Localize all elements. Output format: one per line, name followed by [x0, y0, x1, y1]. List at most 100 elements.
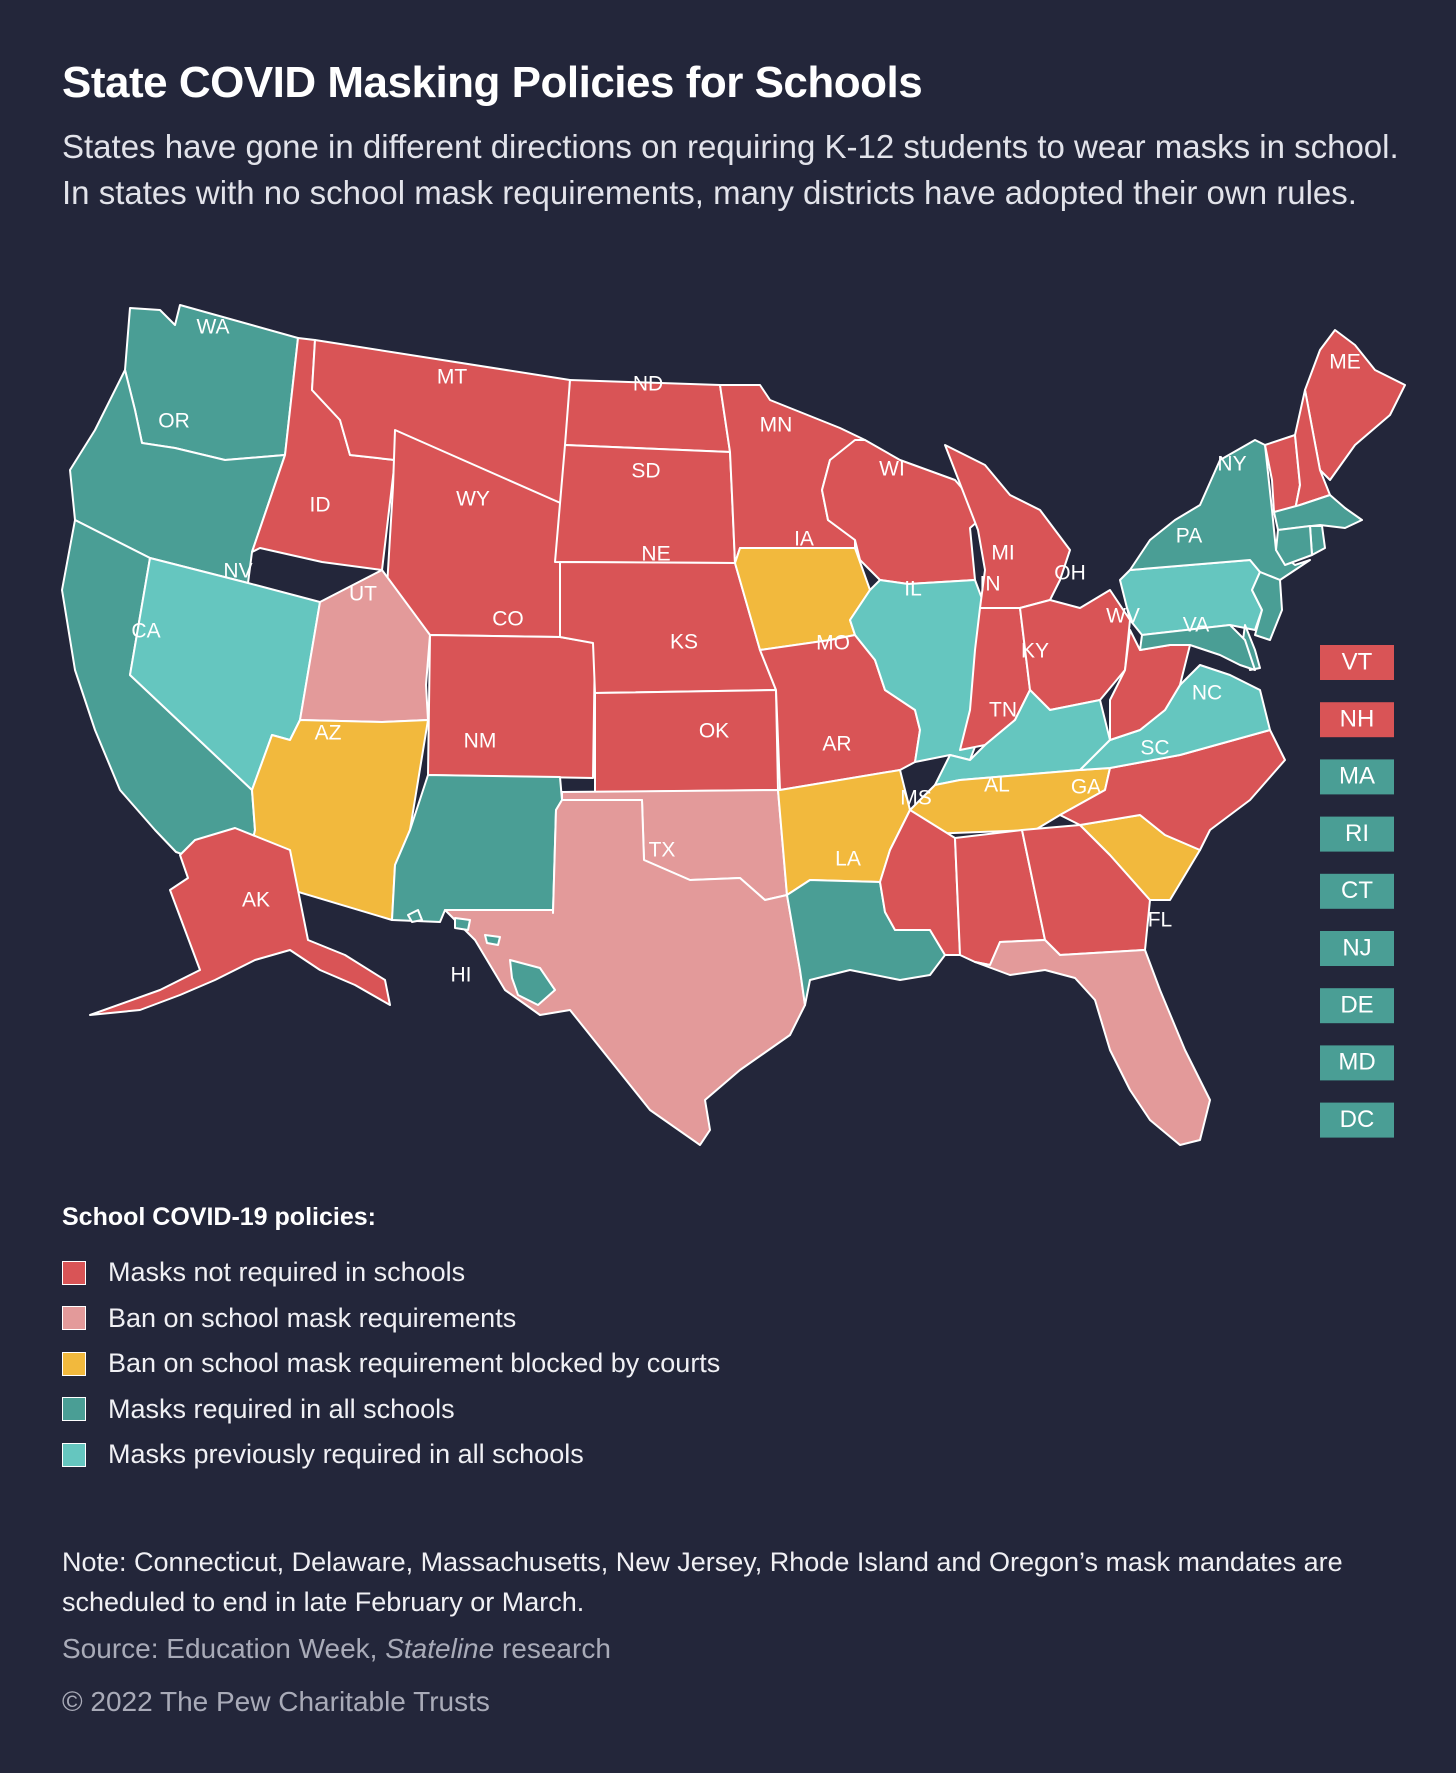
state-nm [391, 774, 563, 923]
state-label-hi: HI [451, 964, 472, 987]
state-label-wi: WI [879, 458, 905, 481]
note: Note: Connecticut, Delaware, Massachuset… [62, 1547, 1343, 1617]
state-label-nm: NM [464, 730, 497, 753]
state-hi [407, 909, 556, 1006]
state-label-sd: SD [631, 460, 660, 483]
small-state-label-de: DE [1340, 992, 1373, 1019]
legend-item-not-required: Masks not required in schools [62, 1250, 720, 1296]
state-label-pa: PA [1176, 525, 1202, 548]
state-label-ut: UT [349, 583, 377, 606]
small-state-label-md: MD [1338, 1049, 1375, 1076]
small-state-box-de [1320, 988, 1394, 1024]
small-state-label-nj: NJ [1342, 934, 1371, 961]
legend-label: Ban on school mask requirements [108, 1302, 517, 1333]
legend-swatch [62, 1397, 86, 1422]
legend-item-required: Masks required in all schools [62, 1387, 720, 1433]
source-line: Source: Education Week, Stateline resear… [62, 1633, 611, 1665]
source-suffix: research [494, 1633, 611, 1664]
state-label-id: ID [310, 494, 331, 517]
small-state-box-md [1320, 1045, 1394, 1081]
state-label-ky: KY [1021, 640, 1049, 663]
state-label-la: LA [835, 848, 861, 871]
state-label-mi: MI [991, 542, 1014, 565]
state-co [427, 634, 596, 779]
state-label-sc: SC [1140, 737, 1169, 760]
small-state-label-vt: VT [1342, 648, 1373, 675]
state-label-nd: ND [633, 373, 663, 396]
state-fl [974, 939, 1211, 1146]
legend-item-blocked: Ban on school mask requirement blocked b… [62, 1341, 720, 1387]
legend-swatch [62, 1260, 86, 1285]
state-label-wv: WV [1106, 605, 1140, 628]
state-mi [944, 444, 1071, 609]
map-title: State COVID Masking Policies for Schools [62, 58, 923, 107]
state-label-wy: WY [456, 488, 490, 511]
small-state-label-nh: NH [1340, 706, 1375, 733]
state-label-mo: MO [816, 632, 850, 655]
state-label-nv: NV [223, 560, 252, 583]
legend-swatch [62, 1442, 86, 1467]
small-state-box-vt [1320, 645, 1394, 680]
legend-items: Masks not required in schools Ban on scho… [62, 1250, 720, 1478]
legend-label: Masks not required in schools [108, 1257, 466, 1288]
state-label-mt: MT [437, 366, 467, 389]
legend-swatch [62, 1351, 86, 1376]
legend: School COVID-19 policies: Masks not requ… [62, 1203, 720, 1478]
state-label-al: AL [984, 774, 1010, 797]
source-prefix: Source: Education Week, [62, 1633, 386, 1664]
state-label-ar: AR [822, 733, 851, 756]
small-state-box-ct [1320, 873, 1394, 909]
small-state-label-ma: MA [1339, 763, 1375, 790]
state-ms [879, 809, 961, 956]
small-state-box-ma [1320, 759, 1394, 795]
small-state-label-ct: CT [1341, 877, 1373, 904]
state-label-co: CO [492, 608, 524, 631]
state-label-ca: CA [131, 620, 160, 643]
state-label-tn: TN [989, 699, 1017, 722]
state-label-ne: NE [641, 543, 670, 566]
state-me [1304, 329, 1406, 481]
state-label-fl: FL [1148, 909, 1173, 932]
state-label-il: IL [904, 578, 922, 601]
small-state-box-dc [1320, 1102, 1394, 1138]
state-label-ms: MS [900, 787, 932, 810]
state-label-mn: MN [760, 414, 793, 437]
state-label-in: IN [980, 573, 1001, 596]
state-tx [444, 799, 806, 1146]
state-label-ga: GA [1071, 776, 1101, 799]
legend-label: Masks previously required in all schools [108, 1439, 584, 1470]
small-state-label-dc: DC [1340, 1106, 1375, 1133]
state-label-ny: NY [1217, 453, 1246, 476]
state-ks [594, 689, 779, 793]
state-md [1139, 624, 1256, 671]
legend-label: Ban on school mask requirement blocked b… [108, 1348, 721, 1379]
legend-item-previous: Masks previously required in all schools [62, 1432, 720, 1478]
state-label-ak: AK [242, 889, 270, 912]
state-label-me: ME [1329, 351, 1361, 374]
us-map: WA OR CA NV ID MT WY UT AZ CO NM ND SD NE KS OK TX MN IA MO… [61, 304, 1406, 1146]
state-label-va: VA [1183, 614, 1209, 637]
small-state-label-ri: RI [1345, 820, 1369, 847]
state-label-ks: KS [670, 631, 698, 654]
copyright: © 2022 The Pew Charitable Trusts [62, 1686, 490, 1717]
state-ak [89, 827, 391, 1016]
state-label-tx: TX [649, 839, 676, 862]
small-state-box-ri [1320, 816, 1394, 852]
legend-swatch [62, 1306, 86, 1331]
legend-item-ban: Ban on school mask requirements [62, 1296, 720, 1342]
map-subtitle: States have gone in different directions… [62, 128, 1399, 211]
state-label-az: AZ [315, 722, 342, 745]
legend-label: Masks required in all schools [108, 1393, 455, 1424]
state-label-or: OR [158, 410, 190, 433]
state-label-nc: NC [1192, 682, 1222, 705]
state-label-ok: OK [699, 720, 729, 743]
state-label-oh: OH [1054, 562, 1086, 585]
state-nj [1251, 571, 1283, 641]
small-state-box-nh [1320, 702, 1394, 738]
source-italic: Stateline [385, 1633, 495, 1664]
state-ct [1275, 525, 1313, 566]
state-label-wa: WA [196, 316, 229, 339]
state-label-ia: IA [794, 528, 814, 551]
small-state-box-nj [1320, 931, 1394, 966]
legend-title: School COVID-19 policies: [62, 1203, 376, 1231]
